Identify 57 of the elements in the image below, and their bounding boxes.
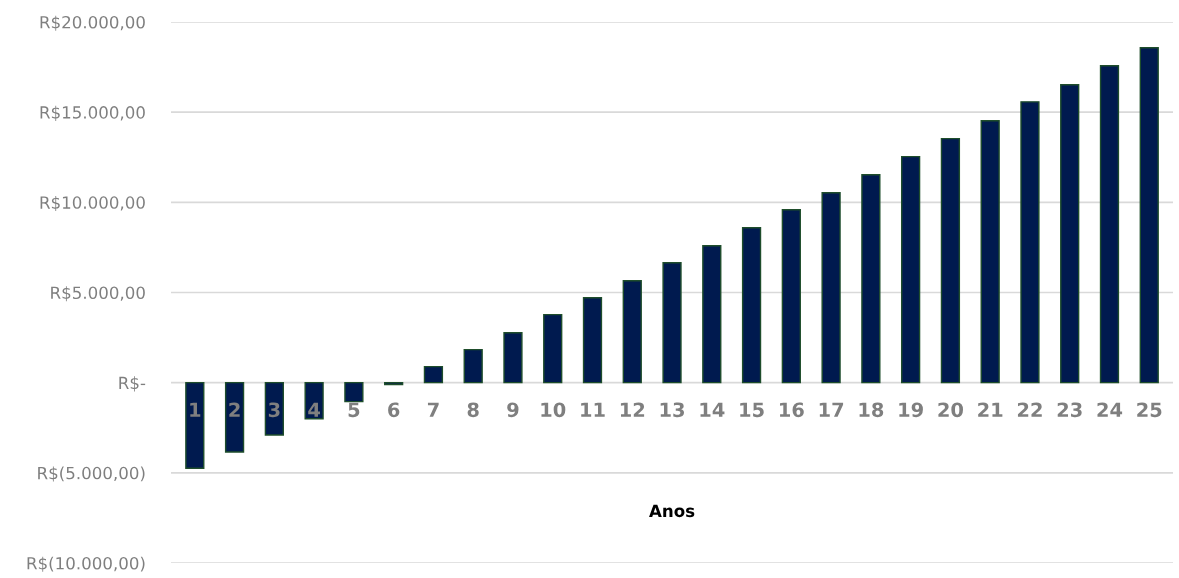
bar <box>622 280 642 384</box>
x-tick-label: 9 <box>507 402 519 418</box>
bar <box>543 313 563 384</box>
x-tick-label: 2 <box>229 402 240 417</box>
bar <box>781 208 801 384</box>
bar <box>304 381 324 420</box>
y-tick-label: R$10.000,00 <box>40 195 145 212</box>
x-tick-label: 18 <box>859 402 884 418</box>
bar <box>463 348 483 384</box>
bar <box>503 331 523 384</box>
x-tick-label: 14 <box>700 402 725 417</box>
bar <box>224 381 245 453</box>
bar <box>861 174 881 384</box>
x-tick-label: 17 <box>819 402 844 417</box>
bar <box>1020 101 1040 384</box>
x-tick-label: 20 <box>938 402 963 418</box>
y-tick-label: R$5.000,00 <box>51 286 145 302</box>
bar <box>741 227 762 384</box>
x-tick-label: 6 <box>388 402 400 418</box>
x-tick-label: 24 <box>1097 402 1123 417</box>
x-tick-label: 22 <box>1017 402 1042 417</box>
x-tick-label: 21 <box>978 402 1003 417</box>
bar <box>1060 84 1080 384</box>
y-tick-label: R$- <box>119 376 146 392</box>
x-tick-label: 25 <box>1137 402 1162 418</box>
bar <box>185 381 205 469</box>
x-tick-label: 12 <box>620 402 645 417</box>
x-tick-label: 15 <box>740 402 764 418</box>
x-tick-label: 10 <box>541 402 566 418</box>
y-tick-label: R$15.000,00 <box>40 105 145 121</box>
y-tick-label: R$(5.000,00) <box>38 466 145 482</box>
bar <box>344 381 364 403</box>
x-tick-label: 4 <box>308 402 320 417</box>
x-tick-label: 3 <box>268 402 280 418</box>
x-tick-label: 8 <box>467 402 479 418</box>
x-axis-title: Anos <box>649 504 695 518</box>
y-tick-label: R$20.000,00 <box>40 15 145 31</box>
x-tick-label: 7 <box>427 402 439 417</box>
bar <box>423 365 444 384</box>
bar <box>980 120 1000 384</box>
bar <box>582 297 603 384</box>
bar <box>821 192 841 384</box>
x-tick-label: 1 <box>190 402 201 417</box>
x-tick-label: 23 <box>1057 402 1082 418</box>
x-tick-label: 16 <box>780 402 804 418</box>
x-tick-label: 13 <box>660 402 685 418</box>
bar <box>264 381 284 436</box>
x-tick-label: 19 <box>899 402 923 418</box>
bar <box>1139 47 1159 384</box>
bar <box>940 137 961 384</box>
bar <box>702 245 722 384</box>
x-tick-label: 11 <box>581 402 605 417</box>
x-tick-label: 5 <box>348 402 360 418</box>
bar <box>662 262 682 384</box>
y-tick-label: R$(10.000,00) <box>27 556 145 572</box>
bar <box>900 155 921 384</box>
bar <box>1099 65 1120 384</box>
